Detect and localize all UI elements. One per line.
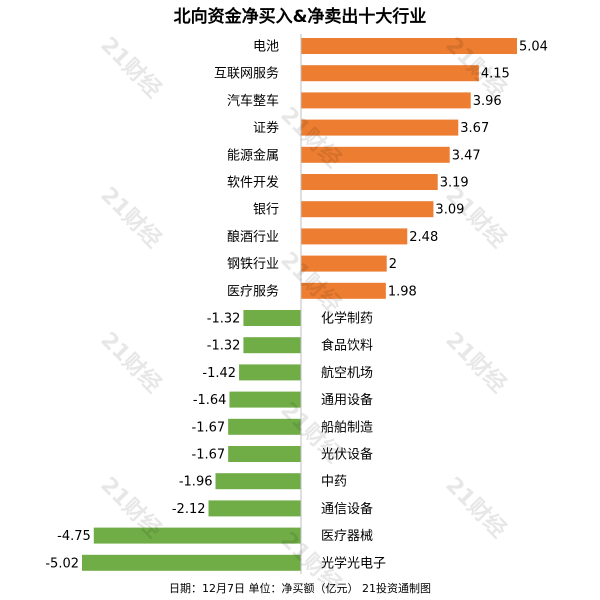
category-label: 汽车整车 [227,93,279,109]
bar [228,446,301,462]
bar-group: -1.64 通用设备 [193,391,373,408]
category-label: 钢铁行业 [227,257,279,272]
bar [301,119,459,136]
data-label: 1.98 [388,284,417,299]
data-label: -2.12 [172,502,206,517]
category-label: 光伏设备 [321,447,373,463]
bar [239,364,301,381]
data-label: -1.67 [192,448,226,463]
bar-group: -1.96 中药 [179,473,347,490]
bar-group: -4.75 医疗器械 [57,527,373,544]
bar [301,65,479,82]
bar-group: -2.12 通信设备 [172,500,373,517]
bar-group: 3.67 证券 [253,119,489,136]
category-label: 证券 [253,120,279,136]
data-label: 3.19 [440,176,469,191]
category-label: 光学光电子 [321,555,386,571]
category-label: 化学制药 [321,311,373,327]
data-label: 3.09 [435,203,464,218]
bar [243,310,301,326]
bar [301,282,386,299]
data-label: 2 [389,257,397,272]
data-label: 2.48 [409,230,438,245]
bar [301,228,408,245]
bar-group: 4.15 互联网服务 [214,65,510,82]
bar-group: 3.47 能源金属 [227,146,481,163]
bar [215,473,301,490]
data-label: -1.67 [192,420,226,435]
bar-group: 2 钢铁行业 [227,255,397,272]
data-label: -1.64 [193,393,227,408]
bar [82,554,301,571]
bar [301,174,438,190]
bar [93,527,301,544]
bar [243,337,301,354]
bar-group: -1.42 航空机场 [202,364,373,381]
bar-group: 1.98 医疗服务 [227,282,417,299]
category-label: 能源金属 [227,147,279,163]
bar-group: 3.19 软件开发 [227,174,469,191]
bar-group: 2.48 酿酒行业 [227,228,438,245]
data-label: 3.96 [473,94,502,109]
data-label: 5.04 [519,40,548,55]
data-label: -1.32 [207,312,241,327]
bar [301,92,471,109]
category-label: 食品饮料 [321,338,373,354]
bar-group: -1.32 食品饮料 [207,337,373,354]
bar [229,391,301,408]
category-label: 通信设备 [321,501,373,517]
category-label: 软件开发 [227,175,279,191]
bar-group: -1.32 化学制药 [207,310,373,327]
category-label: 医疗服务 [227,283,279,299]
bar-group: 3.09 银行 [253,201,464,218]
category-label: 船舶制造 [321,419,373,435]
category-label: 医疗器械 [321,529,373,544]
category-label: 航空机场 [321,365,373,381]
category-label: 通用设备 [321,392,373,408]
bar [301,146,450,163]
chart-footer: 日期：12月7日 单位：净买额（亿元） 21投资通制图 [169,582,431,595]
data-label: 4.15 [481,67,510,82]
data-label: -1.42 [202,366,236,381]
bar [301,38,517,54]
bar-group: -1.67 光伏设备 [192,446,373,463]
data-label: -4.75 [57,529,91,544]
category-label: 中药 [321,475,347,490]
bar-group: -5.02 光学光电子 [45,554,386,571]
bar [208,500,301,517]
bar-group: 5.04 电池 [253,38,548,55]
category-label: 银行 [253,203,279,218]
data-label: -1.32 [207,339,241,354]
category-label: 互联网服务 [214,66,279,82]
bar [228,418,301,435]
bar-group: 3.96 汽车整车 [227,92,502,109]
data-label: -5.02 [45,556,79,571]
bar [301,255,387,272]
bar [301,201,434,218]
chart-title: 北向资金净买入&净卖出十大行业 [173,7,427,27]
category-label: 电池 [253,40,279,55]
category-label: 酿酒行业 [227,229,279,245]
data-label: 3.47 [452,148,481,163]
data-label: 3.67 [460,121,489,136]
bar-group: -1.67 船舶制造 [192,418,373,435]
data-label: -1.96 [179,475,213,490]
